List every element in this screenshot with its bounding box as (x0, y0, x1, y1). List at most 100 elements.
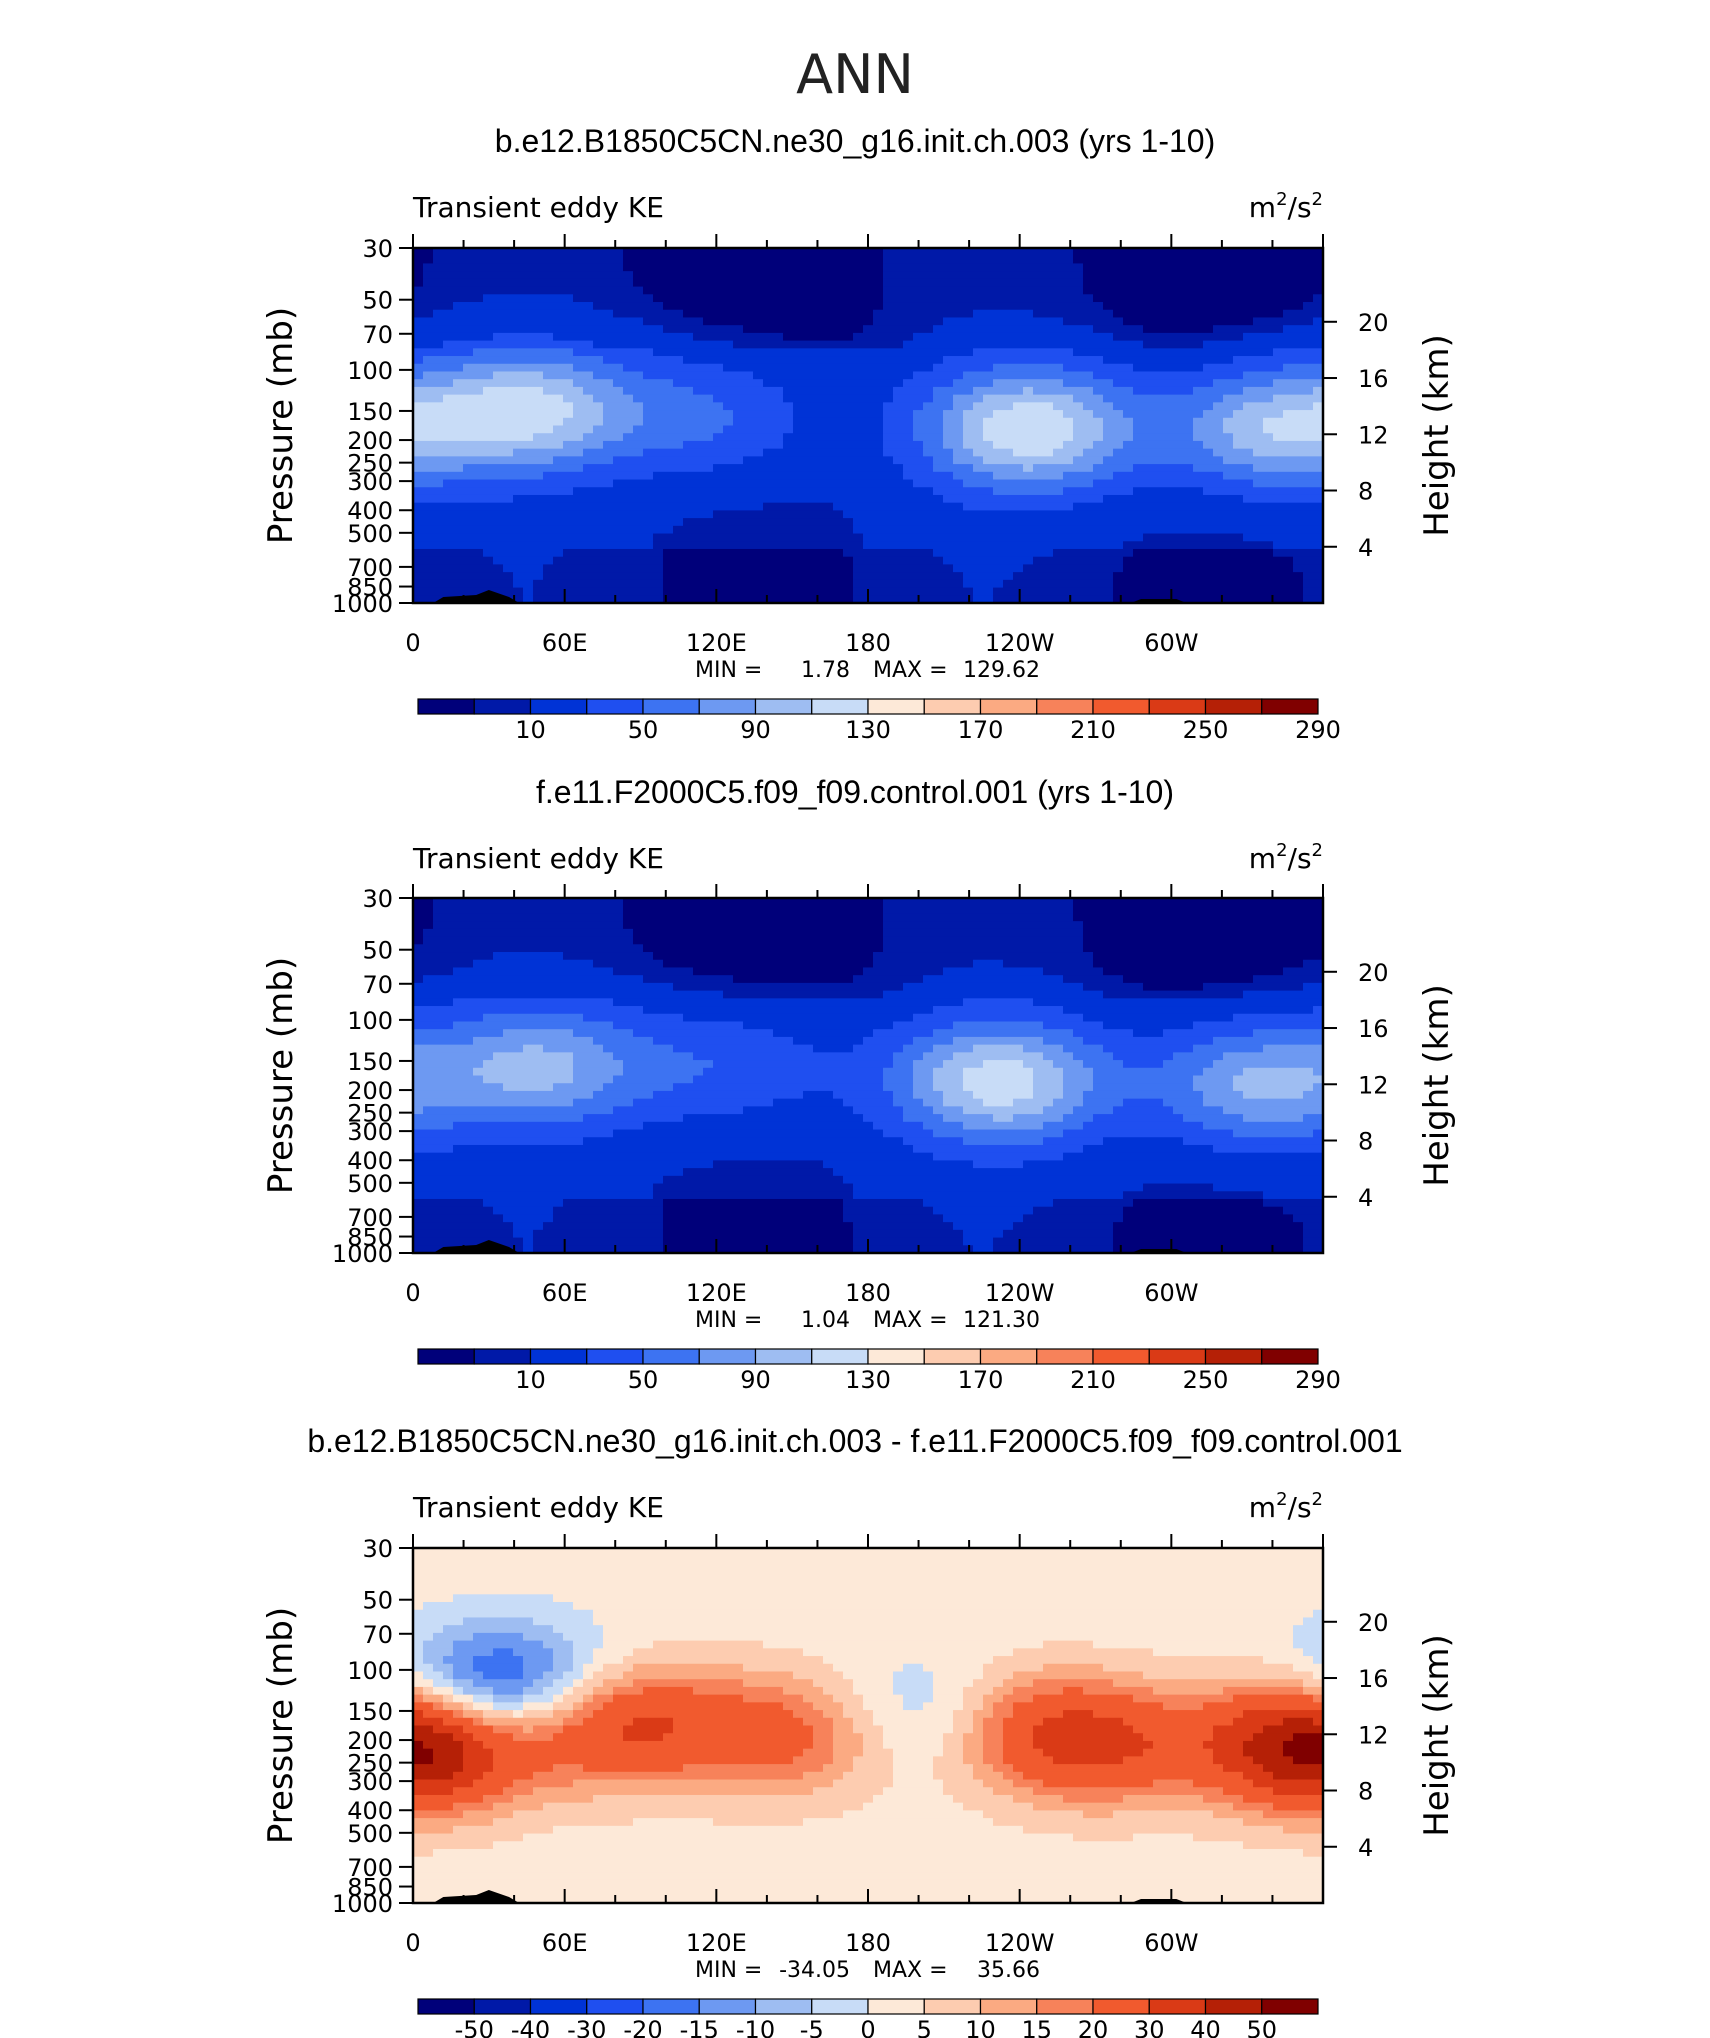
y-tick-label: 400 (347, 497, 393, 525)
field-cell (543, 278, 554, 288)
field-cell (1053, 572, 1064, 581)
field-cell (1273, 587, 1284, 596)
field-cell (553, 510, 564, 519)
field-cell (963, 572, 974, 581)
field-cell (533, 921, 544, 930)
field-cell (1293, 456, 1304, 465)
field-cell (493, 967, 504, 976)
field-cell (1123, 386, 1134, 396)
field-cell (743, 371, 754, 380)
field-cell (1143, 548, 1154, 558)
field-cell (703, 579, 714, 589)
field-cell (543, 325, 554, 334)
field-cell (683, 394, 694, 403)
field-cell (783, 579, 794, 589)
field-cell (1093, 379, 1104, 388)
field-cell (1273, 595, 1284, 604)
field-cell (1013, 533, 1024, 542)
field-cell (503, 248, 514, 257)
field-cell (863, 340, 874, 349)
field-cell (843, 309, 854, 319)
field-cell (1193, 317, 1204, 326)
field-cell (943, 425, 954, 434)
field-cell (633, 356, 644, 365)
field-cell (983, 448, 994, 457)
field-cell (793, 579, 804, 589)
field-cell (503, 1121, 514, 1131)
field-cell (523, 464, 534, 473)
field-cell (633, 294, 644, 303)
field-cell (1123, 379, 1134, 388)
field-cell (753, 479, 764, 488)
field-cell (533, 271, 544, 280)
field-cell (743, 386, 754, 396)
field-cell (423, 1121, 434, 1131)
field-cell (503, 1006, 514, 1015)
field-cell (473, 332, 484, 342)
field-cell (1273, 471, 1284, 481)
field-cell (1263, 510, 1274, 519)
field-cell (703, 525, 714, 535)
field-cell (1043, 402, 1054, 411)
field-cell (543, 1044, 554, 1053)
field-cell (423, 494, 434, 504)
field-cell (1313, 356, 1324, 365)
field-cell (863, 556, 874, 566)
field-cell (493, 1160, 504, 1169)
field-cell (1113, 248, 1124, 257)
field-cell (1103, 494, 1114, 504)
field-cell (413, 587, 424, 596)
field-cell (413, 1160, 424, 1169)
field-cell (493, 363, 504, 373)
field-cell (853, 363, 864, 373)
field-cell (1033, 525, 1044, 535)
field-cell (1283, 410, 1294, 419)
field-cell (463, 271, 474, 280)
field-cell (673, 548, 684, 558)
field-cell (963, 425, 974, 434)
field-cell (1073, 556, 1084, 566)
field-cell (1183, 587, 1194, 596)
field-cell (493, 541, 504, 550)
field-cell (1263, 302, 1274, 311)
field-cell (913, 371, 924, 380)
field-cell (1063, 556, 1074, 566)
field-cell (613, 325, 624, 334)
field-cell (1083, 332, 1094, 342)
field-cell (943, 587, 954, 596)
field-cell (1103, 595, 1114, 604)
field-cell (623, 309, 634, 319)
field-cell (573, 525, 584, 535)
field-cell (743, 572, 754, 581)
field-cell (503, 541, 514, 550)
field-cell (763, 402, 774, 411)
field-cell (443, 556, 454, 566)
field-cell (1233, 433, 1244, 442)
field-cell (653, 302, 664, 311)
field-cell (753, 556, 764, 566)
field-cell (553, 913, 564, 922)
field-cell (443, 302, 454, 311)
field-cell (983, 263, 994, 272)
field-cell (623, 579, 634, 589)
field-cell (593, 541, 604, 550)
field-cell (983, 278, 994, 288)
field-cell (553, 1098, 564, 1107)
field-cell (673, 464, 684, 473)
field-cell (423, 1222, 434, 1231)
field-cell (803, 255, 814, 265)
field-cell (583, 371, 594, 380)
field-cell (653, 494, 664, 504)
field-cell (763, 572, 774, 581)
field-cell (1023, 394, 1034, 403)
field-cell (853, 309, 864, 319)
field-cell (483, 898, 494, 907)
field-cell (923, 494, 934, 504)
field-cell (1203, 541, 1214, 550)
field-cell (1183, 417, 1194, 427)
field-cell (633, 417, 644, 427)
field-cell (483, 975, 494, 984)
field-cell (813, 302, 824, 311)
field-cell (1073, 595, 1084, 604)
field-cell (743, 456, 754, 465)
